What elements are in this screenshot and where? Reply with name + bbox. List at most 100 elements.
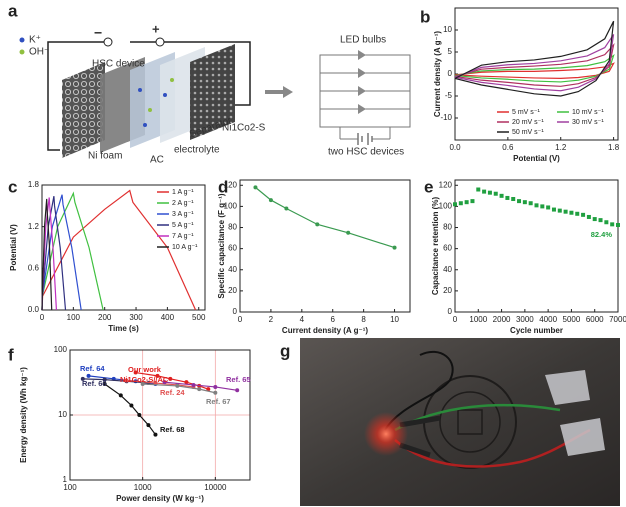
plot-frame [454,179,619,313]
point [493,191,498,196]
point [392,245,397,250]
layer-label: Ni1Co2-S [222,123,266,134]
point [213,390,218,395]
point [168,376,173,381]
wire [384,350,454,431]
x-axis-label: Power density (W kg⁻¹) [116,494,204,503]
y-axis-label: Potential (V) [9,224,18,271]
y-tick-label: 40 [228,265,237,274]
ion-dot [19,37,25,43]
point [604,220,609,225]
clip [399,415,441,458]
x-tick-label: 0.0 [449,143,461,152]
panel-label: g [280,341,290,360]
point [346,230,351,235]
plot-frame [239,179,411,313]
y-axis-label: Specific capacitance (F g⁻¹) [217,193,226,298]
point [470,199,475,204]
y-tick-label: 40 [443,265,452,274]
y-axis-label: Energy density (Wh kg⁻¹) [19,367,28,463]
y-tick-label: 20 [443,286,452,295]
ion-dot [170,78,174,82]
polarity: + [152,21,160,36]
y-tick-label: 20 [228,286,237,295]
chart: 100 1000 10000 1 10 100 Power density (W kg⁻¹)… [19,345,251,503]
terminal [155,37,165,47]
panel-label: e [424,177,433,196]
point [511,197,516,202]
legend-label: 7 A g⁻¹ [172,233,194,240]
y-tick-label: 1 [63,475,68,484]
x-tick-label: 1000 [469,315,487,324]
point [118,393,123,398]
terminal [103,37,113,47]
x-tick-label: 2000 [493,315,511,324]
y-tick-label: 120 [439,180,453,189]
led-circuit [319,54,411,145]
y-tick-label: 0 [448,307,453,316]
point [517,199,522,204]
y-tick-label: 60 [228,244,237,253]
point [140,381,145,386]
point [551,207,556,212]
point [86,373,91,378]
point [137,413,142,417]
point [563,209,568,214]
series-label: Ref. 68 [160,425,185,434]
layer-label: electrolyte [174,145,220,156]
y-tick-label: 10 [58,410,67,419]
point [184,380,189,385]
series-line [454,34,615,92]
layer-label: Ni foam [88,151,122,162]
x-axis-label: Current density (A g⁻¹) [282,326,368,335]
legend-label: 5 mV s⁻¹ [512,109,540,116]
panel-label: d [218,177,228,196]
x-tick-label: 6 [331,315,336,324]
series-line [454,20,615,97]
series-line [454,62,615,80]
device [545,370,590,405]
point [206,387,211,392]
point [80,376,85,381]
x-tick-label: 7000 [609,315,626,324]
y-tick-label: 60 [443,244,452,253]
legend-label: 20 mV s⁻¹ [512,119,544,126]
y-tick-label: 10 [443,25,452,34]
point [586,214,591,219]
x-tick-label: 0 [453,315,458,324]
x-tick-label: 4 [300,315,305,324]
panel-label: a [8,1,18,20]
point [129,403,134,408]
point [540,204,545,209]
point [522,200,527,205]
x-tick-label: 500 [192,313,206,322]
point [453,202,457,207]
ion-label: OH⁻ [29,47,49,58]
point [102,377,107,382]
series-label: Ref. 67 [206,397,231,406]
x-tick-label: 10000 [204,483,227,492]
series-line [255,186,395,249]
point [146,423,151,428]
ion-dot [163,93,167,97]
photo-background [300,338,620,506]
series-line [164,381,238,391]
x-tick-label: 0.6 [502,143,514,152]
y-tick-label: 0 [233,307,238,316]
device-schematic: K⁺ OH⁻ − + HSC device Ni foam AC electro… [19,21,411,166]
nico-layer [190,44,235,140]
x-tick-label: 5000 [563,315,581,324]
annotation: Ni1Co2-S//AC [120,375,169,384]
x-tick-label: 10 [390,315,399,324]
legend-label: 50 mV s⁻¹ [512,129,544,136]
y-tick-label: 100 [439,202,453,211]
point [213,384,218,389]
source-label: two HSC devices [328,147,404,158]
x-tick-label: 200 [98,313,112,322]
point [569,210,574,215]
point [557,208,562,213]
series-label: Ref. 64 [80,364,105,373]
point [458,201,463,206]
chart: 0 100 200 300 400 500 0.0 0.6 1.2 1.8 Time (s) Pote… [9,180,206,333]
point [610,222,615,227]
